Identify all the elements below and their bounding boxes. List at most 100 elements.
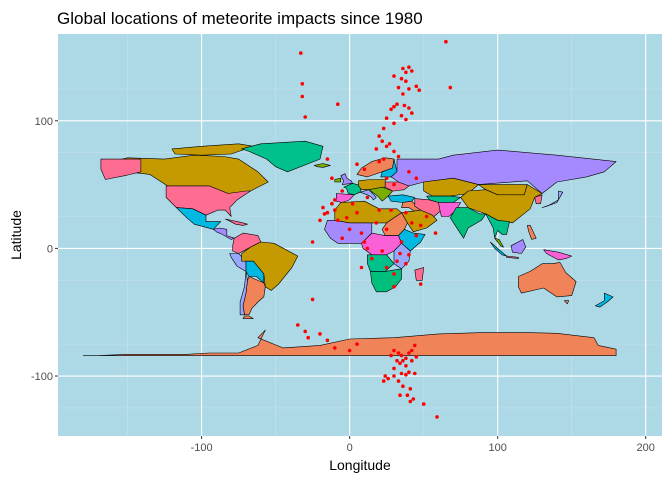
- impact-point: [370, 256, 374, 261]
- impact-point: [380, 249, 385, 253]
- impact-point: [392, 366, 396, 371]
- y-axis-ticks: -100 0 100: [31, 116, 58, 383]
- impact-point: [407, 253, 411, 257]
- impact-point: [404, 372, 408, 377]
- impact-point: [410, 348, 414, 353]
- impact-point: [333, 198, 337, 202]
- impact-point: [365, 195, 370, 200]
- impact-point: [318, 332, 322, 336]
- region-india: [449, 207, 487, 239]
- impact-point: [392, 182, 396, 187]
- impact-point: [383, 374, 388, 378]
- y-tick-label: 100: [35, 116, 53, 128]
- impact-point: [380, 139, 385, 143]
- impact-point: [407, 170, 411, 174]
- impact-points: [296, 39, 453, 419]
- impact-point: [433, 231, 438, 235]
- region-bolivia-paraguay: [245, 260, 265, 284]
- region-greenland: [241, 140, 324, 173]
- impact-point: [399, 240, 404, 244]
- impact-point: [404, 117, 408, 122]
- impact-point: [377, 159, 382, 164]
- region-chile: [239, 271, 248, 316]
- impact-point: [387, 142, 392, 146]
- impact-point: [381, 126, 386, 131]
- impact-point: [359, 265, 364, 270]
- impact-point: [417, 88, 422, 92]
- impact-point: [418, 282, 423, 286]
- impact-point: [392, 348, 396, 353]
- impact-point: [322, 212, 327, 216]
- impact-point: [444, 39, 448, 44]
- impact-point: [347, 348, 352, 353]
- region-ukraine: [384, 181, 410, 192]
- impact-point: [398, 393, 402, 398]
- impact-point: [424, 214, 429, 219]
- impact-point: [303, 115, 308, 119]
- region-sulawesi-philippines: [526, 225, 537, 240]
- impact-point: [404, 210, 408, 215]
- impact-point: [347, 227, 352, 232]
- impact-point: [384, 144, 389, 149]
- region-tasmania: [563, 300, 570, 305]
- impact-point: [410, 358, 414, 363]
- impact-point: [395, 259, 399, 264]
- impact-point: [381, 157, 386, 161]
- impact-point: [404, 356, 408, 361]
- impact-point: [300, 82, 305, 86]
- region-new-zealand: [595, 292, 614, 308]
- impact-point: [384, 227, 389, 232]
- impact-point: [381, 379, 386, 383]
- impact-point: [386, 376, 390, 381]
- impact-point: [399, 76, 404, 81]
- impact-point: [448, 85, 453, 90]
- impact-point: [401, 66, 405, 71]
- impact-point: [374, 147, 379, 151]
- impact-point: [392, 284, 396, 289]
- impact-point: [355, 210, 359, 215]
- region-java: [506, 255, 519, 259]
- impact-point: [404, 79, 408, 83]
- impact-point: [407, 370, 411, 375]
- region-madagascar: [414, 267, 425, 281]
- region-west-africa: [324, 220, 373, 244]
- region-france: [343, 183, 362, 196]
- impact-point: [396, 85, 401, 90]
- x-axis-title: Longitude: [329, 457, 391, 473]
- impact-point: [389, 107, 393, 112]
- impact-point: [384, 176, 389, 180]
- impact-point: [396, 154, 401, 159]
- impact-point: [365, 246, 370, 251]
- impact-point: [300, 94, 305, 99]
- region-britain: [340, 173, 353, 185]
- x-tick-label: -100: [191, 442, 213, 454]
- impact-point: [435, 415, 439, 419]
- impact-point: [404, 70, 408, 75]
- x-tick-label: 100: [488, 442, 506, 454]
- impact-point: [392, 374, 396, 378]
- impact-point: [336, 102, 340, 106]
- impact-point: [350, 201, 355, 206]
- impact-point: [410, 69, 414, 73]
- impact-point: [411, 397, 416, 401]
- region-kazakhstan: [423, 177, 479, 197]
- impact-point: [362, 167, 367, 172]
- impact-point: [407, 351, 411, 355]
- impact-point: [407, 87, 411, 91]
- y-tick-label: -100: [31, 371, 53, 383]
- plot-title: Global locations of meteorite impacts si…: [57, 9, 423, 28]
- region-arabia: [401, 209, 438, 233]
- impact-point: [330, 201, 334, 206]
- impact-point: [398, 361, 402, 366]
- impact-point: [402, 103, 407, 108]
- impact-point: [408, 387, 413, 391]
- impact-point: [401, 384, 405, 389]
- impact-point: [389, 208, 393, 212]
- impact-point: [359, 231, 364, 235]
- impact-point: [399, 113, 404, 118]
- impact-point: [355, 342, 359, 346]
- impact-point: [344, 216, 349, 220]
- impact-point: [336, 218, 340, 223]
- y-tick-label: 0: [47, 243, 53, 255]
- impact-point: [340, 189, 345, 193]
